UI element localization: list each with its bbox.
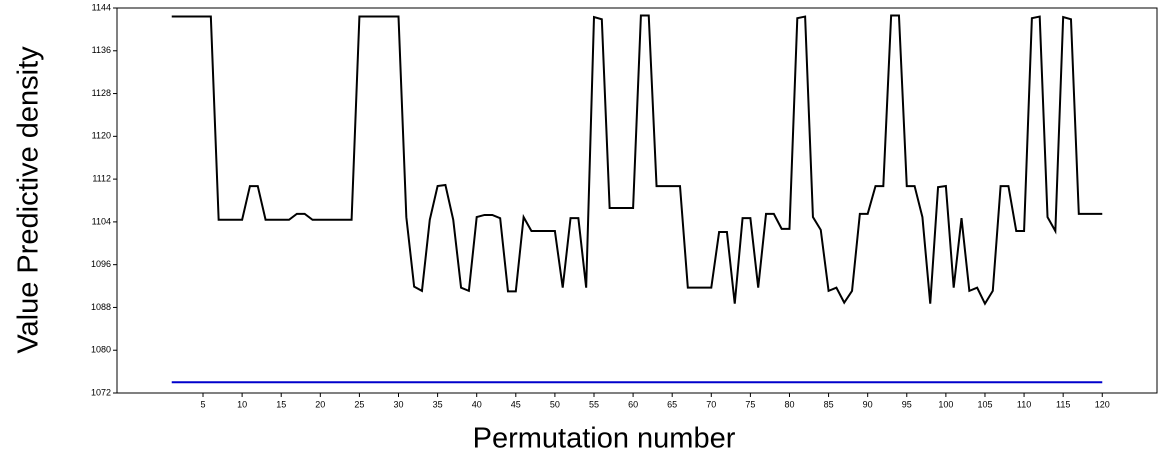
- y-tick-label: 1128: [92, 88, 111, 98]
- x-tick-label: 35: [433, 399, 443, 409]
- x-tick-label: 120: [1095, 399, 1110, 409]
- y-tick-label: 1112: [92, 173, 111, 183]
- x-tick-label: 115: [1056, 399, 1070, 409]
- data-line: [171, 14, 1103, 306]
- y-tick-label: 1104: [92, 216, 111, 226]
- y-tick-label: 1120: [92, 131, 111, 141]
- x-tick-label: 55: [589, 399, 599, 409]
- x-tick-label: 45: [511, 399, 521, 409]
- x-tick-label: 95: [902, 399, 912, 409]
- x-tick-label: 110: [1017, 399, 1031, 409]
- x-tick-label: 100: [938, 399, 953, 409]
- y-tick-label: 1144: [92, 2, 111, 12]
- x-tick-label: 85: [824, 399, 834, 409]
- x-tick-label: 60: [628, 399, 638, 409]
- y-axis-title: Value Predictive density: [13, 46, 45, 354]
- plot-frame: [116, 7, 1158, 394]
- x-tick-label: 90: [863, 399, 873, 409]
- x-tick-label: 70: [706, 399, 716, 409]
- x-tick-label: 20: [315, 399, 325, 409]
- x-tick-label: 105: [977, 399, 992, 409]
- x-tick-label: 75: [745, 399, 755, 409]
- x-tick-label: 65: [667, 399, 677, 409]
- y-tick-label: 1088: [91, 302, 111, 312]
- y-tick-label: 1096: [91, 259, 111, 269]
- x-tick-label: 5: [201, 399, 206, 409]
- x-tick-label: 10: [237, 399, 247, 409]
- x-tick-label: 50: [550, 399, 560, 409]
- y-tick-label: 1136: [92, 45, 111, 55]
- x-tick-label: 25: [354, 399, 364, 409]
- y-tick-label: 1072: [91, 387, 111, 397]
- x-tick-label: 40: [472, 399, 482, 409]
- y-tick-label: 1080: [91, 345, 111, 355]
- x-tick-label: 30: [393, 399, 403, 409]
- x-tick-label: 15: [276, 399, 286, 409]
- x-tick-label: 80: [784, 399, 794, 409]
- x-axis-title: Permutation number: [473, 423, 736, 455]
